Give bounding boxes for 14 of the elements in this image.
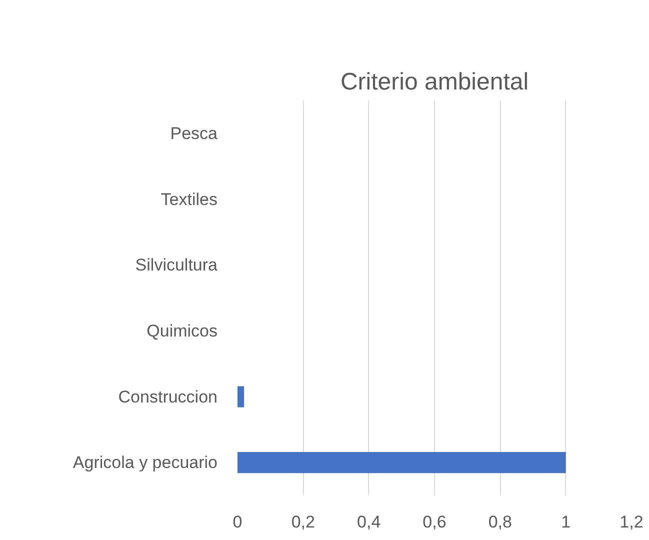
x-tick-label: 0,8 xyxy=(488,512,512,532)
x-tick-label: 0 xyxy=(232,512,242,532)
y-tick-label: Pesca xyxy=(170,124,218,143)
y-tick-label: Quimicos xyxy=(146,321,218,340)
x-tick-label: 0,6 xyxy=(422,512,446,532)
y-tick-label: Agricola y pecuario xyxy=(72,453,218,472)
y-tick-label: Silvicultura xyxy=(135,256,218,275)
x-tick-label: 1 xyxy=(561,512,571,532)
chart-title: Criterio ambiental xyxy=(340,68,529,96)
x-tick-label: 1,2 xyxy=(620,512,644,532)
x-tick-label: 0,4 xyxy=(357,512,381,532)
y-tick-label: Construccion xyxy=(118,387,218,406)
x-tick-label: 0,2 xyxy=(291,512,315,532)
y-tick-label: Textiles xyxy=(160,190,218,209)
